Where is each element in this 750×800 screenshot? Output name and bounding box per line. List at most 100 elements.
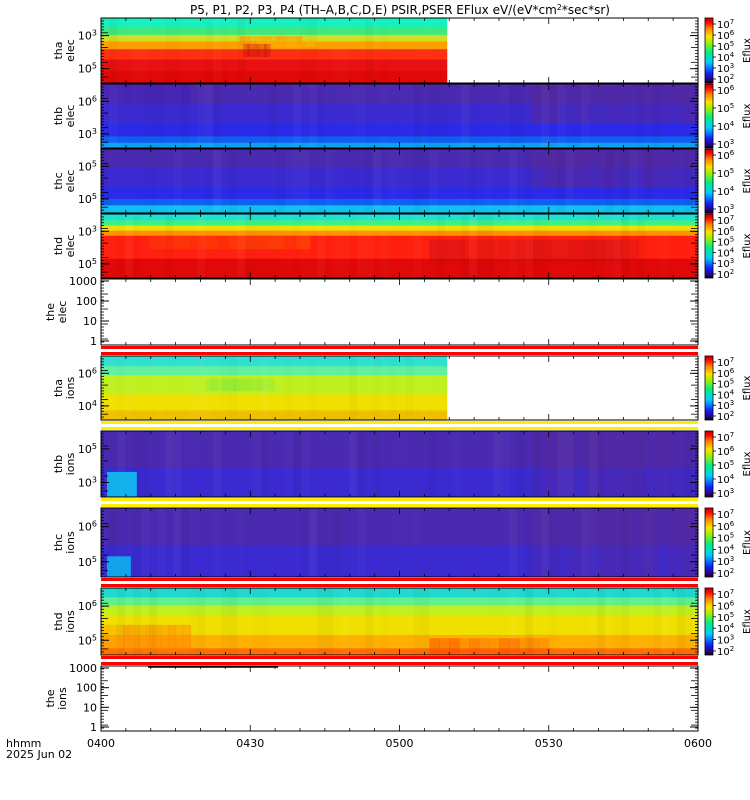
colorbar-thb-elec: 106 105 104 103 Eflux <box>704 83 750 151</box>
spectrogram-band <box>101 49 448 61</box>
colorbar-tick-label: 104 <box>717 120 735 133</box>
colorbar-tick-label: 103 <box>717 62 734 75</box>
colorbar-label: Eflux <box>742 103 750 128</box>
colorbar-tick-label: 105 <box>717 40 734 53</box>
y-tick-label: 103 <box>78 224 97 238</box>
y-tick-label: 1 <box>90 335 97 348</box>
colorbar-tick-label: 103 <box>717 203 734 216</box>
y-tick-label: 105 <box>78 442 97 456</box>
colorbar-tick-label: 105 <box>717 167 734 180</box>
panel-label: theions <box>44 687 69 710</box>
colorbar-tick-label: 107 <box>717 356 734 369</box>
spectrogram-band <box>101 508 698 547</box>
colorbar-tick-label: 104 <box>717 543 735 556</box>
colorbar-tick-label: 103 <box>717 487 734 500</box>
colorbar-label: Eflux <box>742 451 750 476</box>
spectrogram-band <box>101 27 448 36</box>
spectrogram-band <box>101 634 698 649</box>
colorbar-tick-label: 104 <box>717 185 735 198</box>
spectrogram-band <box>101 187 698 200</box>
colorbar-label: Eflux <box>742 609 750 634</box>
spectrogram-band <box>101 34 448 42</box>
spectrogram-band <box>101 123 698 137</box>
y-tick-label: 1 <box>90 721 97 734</box>
colorbar-tick-label: 106 <box>717 445 735 458</box>
x-tick-label: 0430 <box>236 737 264 750</box>
colorbar-tick-label: 103 <box>717 138 734 151</box>
colorbar-tick-label: 107 <box>717 588 734 601</box>
y-tick-label: 105 <box>78 62 97 76</box>
colorbar-tick-label: 106 <box>717 599 735 612</box>
colorbar-label: Eflux <box>742 375 750 400</box>
colorbar-tick-label: 104 <box>717 622 735 635</box>
colorbar-tick-label: 105 <box>717 102 734 115</box>
separator-bar <box>101 656 698 665</box>
separator-bar <box>101 346 698 355</box>
colorbar-label: Eflux <box>742 168 750 193</box>
colorbar-tick-label: 106 <box>717 520 735 533</box>
y-tick-label: 106 <box>78 366 97 380</box>
y-tick-label: 105 <box>78 257 97 271</box>
y-tick-label: 103 <box>78 29 97 43</box>
y-tick-label: 103 <box>78 127 97 141</box>
spectrogram-band <box>101 198 698 206</box>
spectrogram-band <box>101 220 698 227</box>
spectrogram-band <box>101 605 698 616</box>
spectrogram-band <box>101 410 448 421</box>
colorbar-tick-label: 106 <box>717 367 735 380</box>
colorbar-tick-label: 102 <box>717 73 734 86</box>
colorbar-tick-label: 102 <box>717 645 734 658</box>
colorbar-tick-label: 104 <box>717 246 735 259</box>
colorbar-tick-label: 104 <box>717 388 735 401</box>
y-tick-label: 100 <box>76 682 97 695</box>
panel-label: thcions <box>52 531 77 554</box>
colorbar-tick-label: 102 <box>717 268 734 281</box>
y-tick-label: 106 <box>78 599 97 613</box>
spectrogram-band <box>101 235 698 260</box>
chart-title: P5, P1, P2, P3, P4 (TH–A,B,C,D,E) PSIR,P… <box>190 3 610 17</box>
y-tick-label: 106 <box>78 520 97 534</box>
y-tick-label: 1000 <box>69 662 97 675</box>
colorbar-tick-label: 102 <box>717 567 734 580</box>
spectrogram-band <box>101 614 698 636</box>
spectrogram-band <box>101 230 698 237</box>
ion-burst <box>106 556 131 577</box>
y-tick-label: 100 <box>76 295 97 308</box>
spectrogram-band <box>101 18 448 28</box>
colorbar-tick-label: 107 <box>717 18 734 31</box>
panel-label: theelec <box>44 301 69 324</box>
spectrogram-band <box>101 59 448 72</box>
x-axis-date-label: 2025 Jun 02 <box>6 748 72 761</box>
y-tick-label: 106 <box>78 94 97 108</box>
panel-label: thbelec <box>52 105 77 128</box>
spectrogram-band <box>101 71 448 84</box>
panels: 107106105104103102Eflux103105thaelec1061… <box>44 17 750 734</box>
y-tick-label: 104 <box>78 399 97 413</box>
colorbar-tick-label: 105 <box>717 611 734 624</box>
colorbar-tick-label: 106 <box>717 149 735 162</box>
spectrogram-band <box>101 394 448 411</box>
colorbar-tick-label: 103 <box>717 257 734 270</box>
y-tick-label: 105 <box>78 192 97 206</box>
panel-the-elec: 1000 100 10 1 theelec <box>44 275 699 348</box>
colorbar-tick-label: 103 <box>717 399 734 412</box>
spectrogram-band <box>101 366 448 376</box>
colorbar-tick-label: 106 <box>717 29 735 42</box>
x-axis-corner-label: hhmm <box>6 737 41 750</box>
spectrogram-band <box>101 375 448 395</box>
colorbar-tick-label: 106 <box>717 225 735 238</box>
colorbar-tick-label: 104 <box>717 473 735 486</box>
panel-label: thdions <box>52 610 77 633</box>
colorbar-tick-label: 104 <box>717 51 735 64</box>
